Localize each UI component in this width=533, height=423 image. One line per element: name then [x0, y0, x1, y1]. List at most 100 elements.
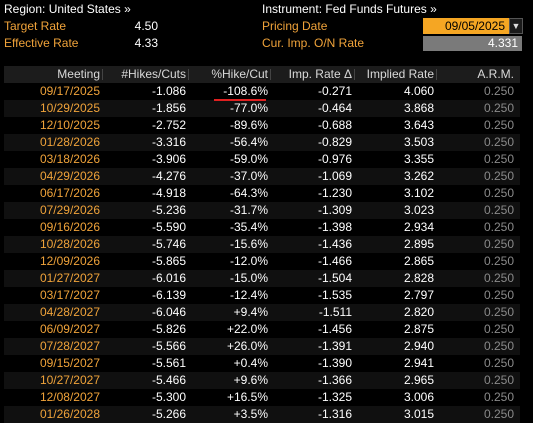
hikes-cuts-value: -4.276	[151, 169, 186, 183]
hikes-cuts-value: -5.300	[151, 390, 186, 404]
pct-hike-cut-value: -15.0%	[229, 271, 268, 285]
implied-rate-value: 2.875	[403, 322, 434, 336]
table-row[interactable]: 06/09/2027 -5.826 +22.0% -1.456 2.875 0.250	[4, 321, 520, 338]
implied-rate-value: 3.262	[403, 169, 434, 183]
pct-hike-cut-value: -12.4%	[229, 288, 268, 302]
meeting-date: 06/17/2026	[39, 186, 100, 200]
pct-hike-cut-value: -59.0%	[229, 152, 268, 166]
col-header-pct-hike-cut[interactable]: %Hike/Cut	[211, 67, 268, 81]
effective-rate-value: 4.33	[134, 36, 158, 50]
meeting-date: 03/17/2027	[39, 288, 100, 302]
col-header-meeting[interactable]: Meeting	[57, 67, 100, 81]
pct-hike-cut-value: -15.6%	[229, 237, 268, 251]
pct-hike-cut-value: -89.6%	[229, 118, 268, 132]
hikes-cuts-value: -5.590	[151, 220, 186, 234]
meeting-date: 10/27/2027	[39, 373, 100, 387]
target-rate-value: 4.50	[134, 19, 158, 33]
imp-rate-delta-value: -0.688	[317, 118, 352, 132]
table-row[interactable]: 10/29/2025 -1.856 -77.0% -0.464 3.868 0.250	[4, 100, 520, 117]
col-header-implied-rate[interactable]: Implied Rate	[366, 67, 434, 81]
col-header-hikes-cuts[interactable]: #Hikes/Cuts	[121, 67, 186, 81]
hikes-cuts-value: -3.316	[151, 135, 186, 149]
pct-hike-cut-value: +9.4%	[233, 305, 268, 319]
table-row[interactable]: 12/09/2026 -5.865 -12.0% -1.466 2.865 0.250	[4, 253, 520, 270]
hikes-cuts-value: -6.139	[151, 288, 186, 302]
col-header-arm[interactable]: A.R.M.	[477, 67, 514, 81]
pct-hike-cut-value: -37.0%	[229, 169, 268, 183]
implied-rate-value: 3.023	[403, 203, 434, 217]
table-row[interactable]: 03/17/2027 -6.139 -12.4% -1.535 2.797 0.250	[4, 287, 520, 304]
calendar-dropdown-icon[interactable]: ▼	[509, 18, 523, 34]
arm-value: 0.250	[483, 254, 514, 268]
implied-rate-value: 2.797	[403, 288, 434, 302]
implied-rate-value: 3.006	[403, 390, 434, 404]
meeting-date: 06/09/2027	[39, 322, 100, 336]
imp-rate-delta-value: -1.535	[317, 288, 352, 302]
arm-value: 0.250	[483, 101, 514, 115]
hikes-cuts-value: -5.826	[151, 322, 186, 336]
arm-value: 0.250	[483, 288, 514, 302]
hikes-cuts-value: -3.906	[151, 152, 186, 166]
arm-value: 0.250	[483, 135, 514, 149]
implied-rate-value: 2.965	[403, 373, 434, 387]
hikes-cuts-value: -5.466	[151, 373, 186, 387]
table-row[interactable]: 01/28/2026 -3.316 -56.4% -0.829 3.503 0.250	[4, 134, 520, 151]
table-row[interactable]: 09/16/2026 -5.590 -35.4% -1.398 2.934 0.250	[4, 219, 520, 236]
table-row[interactable]: 03/18/2026 -3.906 -59.0% -0.976 3.355 0.250	[4, 151, 520, 168]
table-row[interactable]: 09/15/2027 -5.561 +0.4% -1.390 2.941 0.250	[4, 355, 520, 372]
imp-rate-delta-value: -1.398	[317, 220, 352, 234]
pricing-date-label: Pricing Date	[262, 19, 328, 33]
pricing-date-input[interactable]: 09/05/2025	[423, 18, 509, 34]
table-row[interactable]: 12/10/2025 -2.752 -89.6% -0.688 3.643 0.250	[4, 117, 520, 134]
hikes-cuts-value: -6.016	[151, 271, 186, 285]
meeting-date: 12/08/2027	[39, 390, 100, 404]
arm-value: 0.250	[483, 390, 514, 404]
arm-value: 0.250	[483, 118, 514, 132]
region-selector[interactable]: Region: United States »	[4, 2, 131, 16]
instrument-selector[interactable]: Instrument: Fed Funds Futures »	[262, 2, 437, 16]
arm-value: 0.250	[483, 373, 514, 387]
pct-hike-cut-value: -35.4%	[229, 220, 268, 234]
imp-rate-delta-value: -1.325	[317, 390, 352, 404]
arm-value: 0.250	[483, 169, 514, 183]
hikes-cuts-value: -5.236	[151, 203, 186, 217]
pct-hike-cut-value: -12.0%	[229, 254, 268, 268]
implied-rate-value: 4.060	[403, 84, 434, 98]
imp-rate-delta-value: -1.456	[317, 322, 352, 336]
table-row[interactable]: 12/08/2027 -5.300 +16.5% -1.325 3.006 0.250	[4, 389, 520, 406]
meeting-date: 07/28/2027	[39, 339, 100, 353]
table-row[interactable]: 10/27/2027 -5.466 +9.6% -1.366 2.965 0.250	[4, 372, 520, 389]
arm-value: 0.250	[483, 305, 514, 319]
meeting-date: 09/16/2026	[39, 220, 100, 234]
pct-hike-cut-value: -77.0%	[229, 101, 268, 115]
table-row[interactable]: 01/27/2027 -6.016 -15.0% -1.504 2.828 0.250	[4, 270, 520, 287]
pct-hike-cut-value: -56.4%	[229, 135, 268, 149]
table-row[interactable]: 04/28/2027 -6.046 +9.4% -1.511 2.820 0.250	[4, 304, 520, 321]
col-header-imp-rate-delta[interactable]: Imp. Rate Δ	[288, 67, 352, 81]
target-rate-label: Target Rate	[4, 19, 67, 33]
table-row[interactable]: 10/28/2026 -5.746 -15.6% -1.436 2.895 0.250	[4, 236, 520, 253]
meeting-date: 03/18/2026	[39, 152, 100, 166]
table-row[interactable]: 09/17/2025 -1.086 -108.6% -0.271 4.060 0.250	[4, 83, 520, 100]
meeting-date: 01/27/2027	[39, 271, 100, 285]
arm-value: 0.250	[483, 152, 514, 166]
arm-value: 0.250	[483, 322, 514, 336]
meeting-date: 12/09/2026	[39, 254, 100, 268]
implied-rate-value: 2.828	[403, 271, 434, 285]
table-row[interactable]: 07/28/2027 -5.566 +26.0% -1.391 2.940 0.250	[4, 338, 520, 355]
table-row[interactable]: 07/29/2026 -5.236 -31.7% -1.309 3.023 0.250	[4, 202, 520, 219]
pct-hike-cut-value: -31.7%	[229, 203, 268, 217]
arm-value: 0.250	[483, 84, 514, 98]
imp-rate-delta-value: -0.976	[317, 152, 352, 166]
arm-value: 0.250	[483, 356, 514, 370]
arm-value: 0.250	[483, 237, 514, 251]
pct-hike-cut-value: +9.6%	[233, 373, 268, 387]
implied-rate-value: 3.102	[403, 186, 434, 200]
imp-rate-delta-value: -1.391	[317, 339, 352, 353]
table-row[interactable]: 06/17/2026 -4.918 -64.3% -1.230 3.102 0.250	[4, 185, 520, 202]
implied-rate-value: 3.355	[403, 152, 434, 166]
table-row[interactable]: 04/29/2026 -4.276 -37.0% -1.069 3.262 0.250	[4, 168, 520, 185]
meeting-date: 10/28/2026	[39, 237, 100, 251]
imp-rate-delta-value: -1.511	[318, 305, 352, 319]
imp-rate-delta-value: -0.464	[317, 101, 352, 115]
